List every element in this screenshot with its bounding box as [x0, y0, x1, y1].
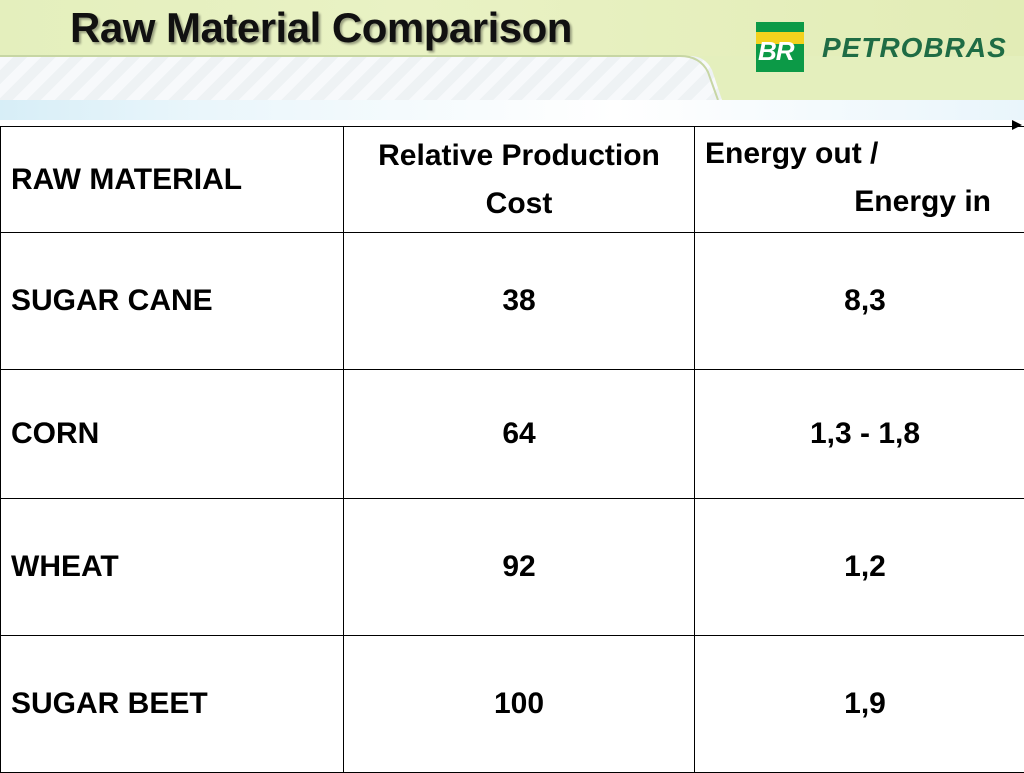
- br-logo-icon: BR: [756, 22, 804, 72]
- cost-cell: 64: [344, 370, 695, 499]
- energy-cell: 8,3: [695, 233, 1024, 370]
- cost-cell: 100: [344, 636, 695, 773]
- brand-name: PETROBRAS: [822, 32, 1007, 64]
- decorative-strip: [0, 100, 1024, 120]
- header-cost-line1: Relative Production: [344, 132, 694, 180]
- energy-cell: 1,3 - 1,8: [695, 370, 1024, 499]
- table-row: SUGAR CANE 38 8,3: [1, 233, 1024, 370]
- material-cell: SUGAR BEET: [1, 636, 344, 773]
- material-cell: WHEAT: [1, 499, 344, 636]
- header-raw-material: RAW MATERIAL: [1, 127, 344, 233]
- table-row: SUGAR BEET 100 1,9: [1, 636, 1024, 773]
- petrobras-logo: BR PETROBRAS: [756, 22, 1016, 74]
- header-production-cost: Relative Production Cost: [344, 127, 695, 233]
- page-title: Raw Material Comparison: [70, 4, 572, 52]
- table-row: WHEAT 92 1,2: [1, 499, 1024, 636]
- table-header-row: RAW MATERIAL Relative Production Cost En…: [1, 127, 1024, 233]
- comparison-table: RAW MATERIAL Relative Production Cost En…: [0, 126, 1024, 773]
- header-energy-line1: Energy out /: [705, 137, 878, 171]
- energy-cell: 1,9: [695, 636, 1024, 773]
- energy-cell: 1,2: [695, 499, 1024, 636]
- header-energy-ratio: Energy out / Energy in: [695, 127, 1024, 233]
- cost-cell: 38: [344, 233, 695, 370]
- material-cell: SUGAR CANE: [1, 233, 344, 370]
- material-cell: CORN: [1, 370, 344, 499]
- header-cost-line2: Cost: [344, 180, 694, 228]
- cost-cell: 92: [344, 499, 695, 636]
- header-energy-line2: Energy in: [854, 185, 991, 219]
- table-row: CORN 64 1,3 - 1,8: [1, 370, 1024, 499]
- slide-header: Raw Material Comparison BR PETROBRAS: [0, 0, 1024, 100]
